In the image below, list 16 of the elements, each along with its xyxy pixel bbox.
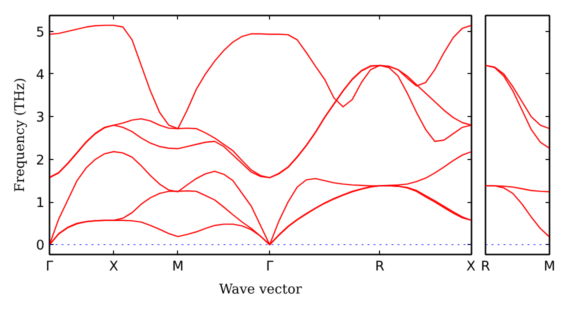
- x-tick-label: M: [172, 260, 184, 274]
- y-tick-label: 5: [36, 25, 45, 40]
- y-tick-label: 0: [36, 238, 45, 254]
- x-tick-label: R: [480, 260, 490, 274]
- x-tick-label: X: [466, 260, 476, 274]
- x-tick-label: M: [544, 260, 556, 274]
- y-tick-label: 3: [36, 110, 45, 126]
- y-tick-label: 2: [36, 153, 45, 168]
- y-tick-label: 4: [36, 68, 45, 83]
- y-axis-title: Frequency (THz): [13, 78, 28, 192]
- y-tick-label: 1: [36, 196, 45, 212]
- x-tick-label: Γ: [46, 260, 54, 274]
- x-tick-label: X: [109, 260, 118, 274]
- x-tick-label: Γ: [266, 260, 274, 274]
- x-axis-title: Wave vector: [219, 282, 303, 298]
- x-tick-label: R: [375, 260, 384, 274]
